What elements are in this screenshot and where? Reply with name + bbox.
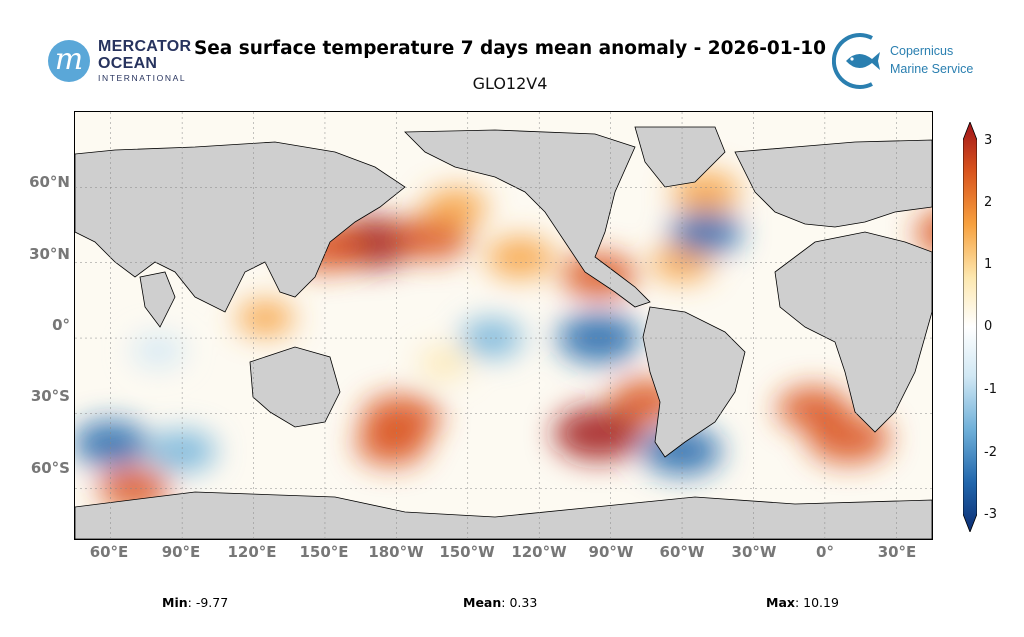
stat-mean-value: 0.33 xyxy=(509,595,538,610)
copernicus-fish-icon xyxy=(832,33,880,89)
map-canvas xyxy=(75,112,932,539)
mercator-logo-line1: MERCATOR xyxy=(98,38,192,55)
stat-max-value: 10.19 xyxy=(803,595,839,610)
mercator-emblem-icon xyxy=(48,40,90,82)
stat-max-label: Max xyxy=(766,595,795,610)
stat-max: Max: 10.19 xyxy=(766,595,839,610)
stat-min: Min: -9.77 xyxy=(162,595,229,610)
colorbar-tick-label: 2 xyxy=(984,195,993,210)
land-europe xyxy=(734,139,932,228)
lon-label: 30°E xyxy=(877,543,917,561)
lon-label: 180°W xyxy=(368,543,424,561)
colorbar xyxy=(963,122,977,532)
lon-label: 120°W xyxy=(511,543,567,561)
anomaly-region xyxy=(553,406,644,461)
lat-label-60n: 60°N xyxy=(29,173,70,191)
colorbar-tick-label: -2 xyxy=(984,445,997,460)
stat-mean: Mean: 0.33 xyxy=(463,595,538,610)
land-masses xyxy=(75,126,932,539)
map-subtitle: GLO12V4 xyxy=(472,74,548,93)
land-africa xyxy=(774,231,932,433)
anomaly-region xyxy=(915,212,932,253)
lat-label-0: 0° xyxy=(52,316,70,334)
land-greenland xyxy=(634,126,726,188)
graticule xyxy=(75,112,932,539)
land-eurasia-east xyxy=(75,141,406,313)
colorbar-tick-label: 1 xyxy=(984,257,993,272)
lat-label-30s: 30°S xyxy=(30,387,70,405)
anomaly-region xyxy=(236,299,295,336)
lat-label-30n: 30°N xyxy=(29,245,70,263)
mercator-emblem-glyph: m xyxy=(54,42,84,77)
lon-label: 60°W xyxy=(659,543,705,561)
land-north-america xyxy=(404,129,651,308)
lon-label: 120°E xyxy=(227,543,277,561)
colorbar-tick-label: 3 xyxy=(984,133,993,148)
anomaly-region xyxy=(485,236,555,279)
anomaly-region xyxy=(355,421,428,466)
lon-label: 60°E xyxy=(89,543,129,561)
lon-label: 150°E xyxy=(299,543,349,561)
copernicus-logo-line2: Marine Service xyxy=(890,62,974,76)
anomaly-region xyxy=(147,430,217,473)
colorbar-tick-label: -3 xyxy=(984,507,997,522)
lon-label: 150°W xyxy=(439,543,495,561)
anomaly-region xyxy=(424,187,488,227)
copernicus-logo: Copernicus Marine Service xyxy=(832,30,992,92)
anomaly-region xyxy=(418,347,470,380)
lon-label: 90°E xyxy=(161,543,201,561)
lat-label-60s: 60°S xyxy=(30,459,70,477)
colorbar-tick-label: 0 xyxy=(984,319,993,334)
anomaly-region xyxy=(669,210,742,255)
lon-label: 90°W xyxy=(588,543,634,561)
colorbar-ramp xyxy=(963,122,977,532)
copernicus-logo-line1: Copernicus xyxy=(890,44,954,58)
land-india xyxy=(139,271,176,328)
land-antarctica xyxy=(75,491,932,539)
lon-label: 30°W xyxy=(731,543,777,561)
map-title: Sea surface temperature 7 days mean anom… xyxy=(193,38,827,59)
anomaly-region xyxy=(75,420,149,467)
land-south-america xyxy=(642,306,746,458)
lon-label: 0° xyxy=(816,543,834,561)
stat-min-label: Min xyxy=(162,595,188,610)
sst-anomaly-map xyxy=(74,111,933,540)
mercator-logo-line2: OCEAN xyxy=(98,55,158,72)
anomaly-region xyxy=(131,333,186,368)
stat-mean-label: Mean xyxy=(463,595,502,610)
mercator-ocean-logo: m MERCATOR OCEAN INTERNATIONAL xyxy=(48,36,198,88)
stat-min-value: -9.77 xyxy=(195,595,229,610)
mercator-logo-line3: INTERNATIONAL xyxy=(98,73,187,83)
colorbar-tick-label: -1 xyxy=(984,382,997,397)
anomaly-region xyxy=(557,313,641,364)
